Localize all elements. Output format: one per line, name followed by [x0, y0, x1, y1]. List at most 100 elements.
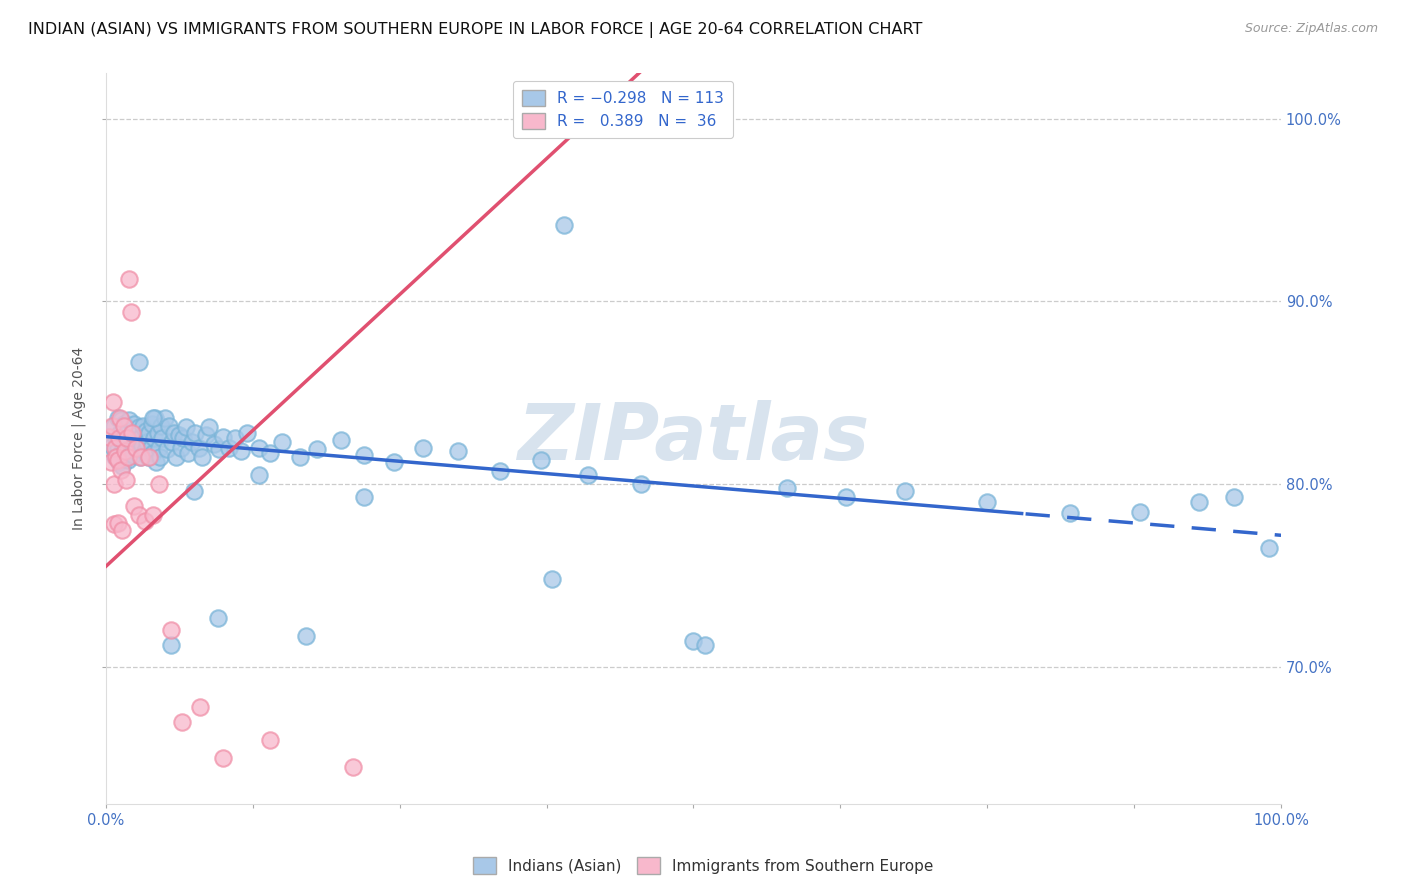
Point: [115, 474, 138, 488]
Point: [172, 714, 194, 729]
Point: [121, 425, 143, 440]
Point: [128, 420, 150, 434]
Point: [159, 624, 181, 638]
Point: [142, 446, 165, 460]
Point: [353, 448, 375, 462]
Point: [149, 450, 172, 464]
Point: [148, 441, 170, 455]
Point: [156, 442, 179, 457]
Point: [142, 508, 165, 523]
Point: [108, 425, 131, 440]
Point: [188, 700, 211, 714]
Point: [115, 420, 138, 434]
Point: [107, 441, 129, 455]
Point: [630, 477, 652, 491]
Point: [118, 413, 141, 427]
Point: [976, 495, 998, 509]
Point: [142, 411, 165, 425]
Point: [111, 523, 134, 537]
Point: [111, 458, 134, 473]
Point: [187, 441, 209, 455]
Point: [121, 437, 143, 451]
Point: [115, 432, 138, 446]
Point: [218, 441, 240, 455]
Point: [114, 444, 136, 458]
Point: [1223, 490, 1246, 504]
Text: Source: ZipAtlas.com: Source: ZipAtlas.com: [1244, 22, 1378, 36]
Point: [183, 484, 205, 499]
Point: [150, 432, 173, 446]
Point: [122, 448, 145, 462]
Point: [202, 437, 225, 451]
Text: ZIPatlas: ZIPatlas: [517, 401, 869, 476]
Point: [121, 425, 143, 440]
Point: [100, 439, 122, 453]
Point: [159, 638, 181, 652]
Point: [98, 429, 121, 443]
Point: [110, 462, 132, 476]
Point: [212, 751, 235, 765]
Point: [136, 435, 159, 450]
Point: [143, 411, 166, 425]
Point: [1258, 541, 1281, 555]
Point: [177, 446, 200, 460]
Point: [129, 429, 152, 443]
Point: [157, 418, 180, 433]
Point: [145, 455, 167, 469]
Point: [259, 446, 281, 460]
Point: [104, 441, 127, 455]
Point: [127, 434, 149, 448]
Point: [412, 441, 434, 455]
Point: [229, 444, 252, 458]
Point: [224, 432, 246, 446]
Point: [112, 437, 135, 451]
Point: [835, 490, 858, 504]
Point: [115, 424, 138, 438]
Point: [120, 305, 142, 319]
Point: [122, 417, 145, 431]
Point: [695, 638, 717, 652]
Point: [163, 425, 186, 440]
Legend: Indians (Asian), Immigrants from Southern Europe: Indians (Asian), Immigrants from Souther…: [467, 851, 939, 880]
Point: [100, 418, 122, 433]
Point: [108, 411, 131, 425]
Point: [107, 432, 129, 446]
Point: [247, 441, 270, 455]
Point: [191, 450, 214, 464]
Text: INDIAN (ASIAN) VS IMMIGRANTS FROM SOUTHERN EUROPE IN LABOR FORCE | AGE 20-64 COR: INDIAN (ASIAN) VS IMMIGRANTS FROM SOUTHE…: [28, 22, 922, 38]
Point: [208, 442, 231, 457]
Point: [136, 450, 159, 464]
Point: [131, 439, 153, 453]
Point: [125, 442, 148, 457]
Point: [115, 444, 138, 458]
Point: [117, 432, 139, 446]
Point: [101, 395, 124, 409]
Point: [117, 453, 139, 467]
Point: [134, 444, 156, 458]
Point: [143, 432, 166, 446]
Point: [110, 446, 132, 460]
Point: [103, 517, 125, 532]
Point: [132, 418, 155, 433]
Point: [117, 450, 139, 464]
Point: [247, 468, 270, 483]
Point: [1188, 495, 1211, 509]
Point: [184, 425, 207, 440]
Point: [541, 572, 564, 586]
Point: [112, 442, 135, 457]
Point: [103, 418, 125, 433]
Point: [124, 427, 146, 442]
Point: [288, 450, 311, 464]
Point: [530, 453, 553, 467]
Point: [138, 450, 160, 464]
Point: [170, 441, 193, 455]
Point: [1129, 504, 1152, 518]
Point: [150, 418, 173, 433]
Point: [167, 427, 190, 442]
Point: [118, 272, 141, 286]
Point: [212, 429, 235, 443]
Point: [576, 468, 599, 483]
Point: [107, 455, 129, 469]
Point: [236, 425, 259, 440]
Point: [111, 429, 134, 443]
